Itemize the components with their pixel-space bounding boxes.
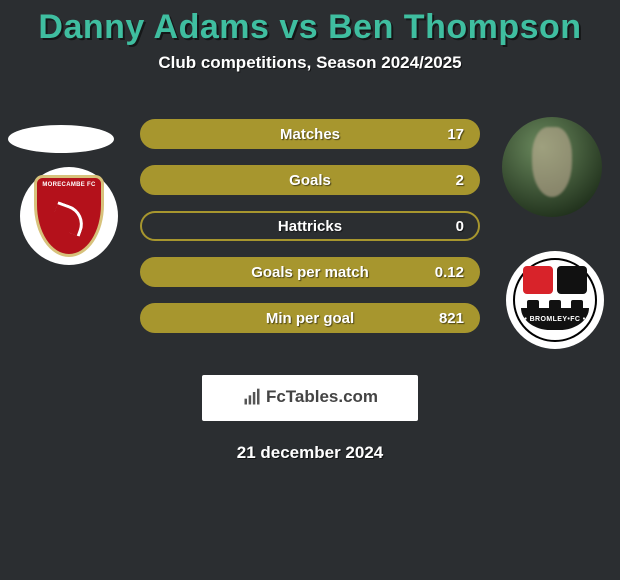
stat-right-value: 821 [439, 310, 464, 327]
comparison-arena: MORECAMBE FC • BROMLEY•FC • Matches17 Goa… [0, 103, 620, 363]
stat-label: Goals [142, 172, 478, 189]
stat-bar: Goals per match0.12 [140, 257, 480, 287]
club-shield-icon: MORECAMBE FC [34, 175, 104, 257]
bar-chart-icon [242, 387, 262, 407]
stat-bar: Matches17 [140, 119, 480, 149]
stat-bar: Min per goal821 [140, 303, 480, 333]
player2-name: Ben Thompson [328, 8, 581, 46]
club-crest-icon: • BROMLEY•FC • [513, 258, 597, 342]
stat-right-value: 17 [447, 126, 464, 143]
shrimp-icon [50, 201, 89, 236]
player2-club-badge: • BROMLEY•FC • [506, 251, 604, 349]
player1-club-badge: MORECAMBE FC [20, 167, 118, 265]
stat-label: Matches [142, 126, 478, 143]
stat-bar: Hattricks0 [140, 211, 480, 241]
stat-bar: Goals2 [140, 165, 480, 195]
comparison-bars: Matches17 Goals2 Hattricks0 Goals per match… [140, 119, 480, 349]
stat-label: Min per goal [142, 310, 478, 327]
vs-label: vs [279, 8, 318, 46]
club-band-text: • BROMLEY•FC • [521, 308, 589, 330]
brand-watermark: FcTables.com [202, 375, 418, 421]
brand-text: FcTables.com [266, 387, 378, 407]
player1-name: Danny Adams [38, 8, 269, 46]
stat-right-value: 0.12 [435, 264, 464, 281]
stat-right-value: 0 [456, 218, 464, 235]
club-shield-text: MORECAMBE FC [42, 182, 95, 188]
player2-avatar [502, 117, 602, 217]
generated-date: 21 december 2024 [0, 443, 620, 463]
stat-right-value: 2 [456, 172, 464, 189]
stat-label: Goals per match [142, 264, 478, 281]
subtitle: Club competitions, Season 2024/2025 [0, 53, 620, 73]
page-title: Danny Adams vs Ben Thompson [0, 0, 620, 53]
stat-label: Hattricks [142, 218, 478, 235]
player1-avatar [8, 125, 114, 153]
